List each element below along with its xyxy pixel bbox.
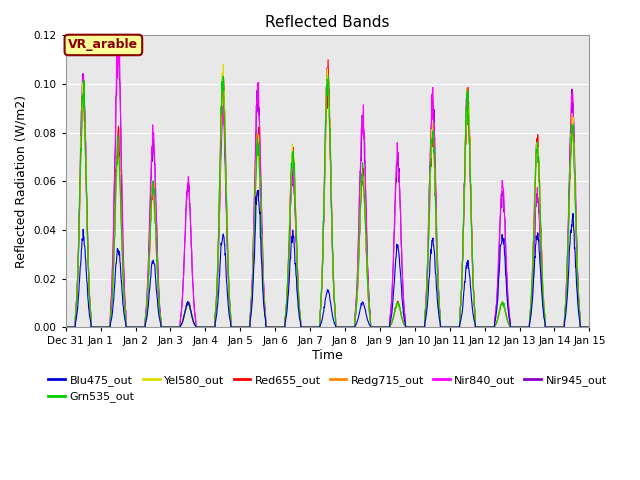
Nir945_out xyxy=(524,324,531,330)
Line: Grn535_out: Grn535_out xyxy=(66,76,589,327)
Nir945_out xyxy=(409,324,417,330)
Nir840_out xyxy=(62,324,70,330)
Grn535_out xyxy=(324,73,332,79)
Y-axis label: Reflected Radiation (W/m2): Reflected Radiation (W/m2) xyxy=(15,95,28,268)
Line: Nir945_out: Nir945_out xyxy=(66,44,589,327)
Grn535_out xyxy=(166,324,173,330)
Line: Yel580_out: Yel580_out xyxy=(66,65,589,327)
Grn535_out xyxy=(237,324,244,330)
Redg715_out xyxy=(237,324,244,330)
Yel580_out xyxy=(409,324,417,330)
Nir840_out xyxy=(524,324,531,330)
Red655_out xyxy=(237,324,244,330)
Grn535_out xyxy=(62,324,70,330)
Blu475_out xyxy=(524,324,531,330)
Nir840_out xyxy=(179,292,186,298)
Red655_out xyxy=(166,324,173,330)
X-axis label: Time: Time xyxy=(312,349,343,362)
Redg715_out xyxy=(586,324,593,330)
Blu475_out xyxy=(179,320,186,325)
Red655_out xyxy=(62,324,70,330)
Redg715_out xyxy=(477,324,485,330)
Nir945_out xyxy=(166,324,173,330)
Grn535_out xyxy=(409,324,417,330)
Blu475_out xyxy=(477,324,485,330)
Text: VR_arable: VR_arable xyxy=(68,38,138,51)
Line: Nir840_out: Nir840_out xyxy=(66,32,589,327)
Redg715_out xyxy=(409,324,417,330)
Yel580_out xyxy=(220,62,227,68)
Redg715_out xyxy=(524,324,531,330)
Grn535_out xyxy=(477,324,485,330)
Yel580_out xyxy=(166,324,173,330)
Nir945_out xyxy=(179,295,186,301)
Redg715_out xyxy=(179,320,186,325)
Yel580_out xyxy=(62,324,70,330)
Blu475_out xyxy=(237,324,244,330)
Nir840_out xyxy=(477,324,485,330)
Nir945_out xyxy=(113,41,121,47)
Nir945_out xyxy=(62,324,70,330)
Yel580_out xyxy=(586,324,593,330)
Grn535_out xyxy=(524,324,531,330)
Redg715_out xyxy=(166,324,173,330)
Yel580_out xyxy=(477,324,485,330)
Redg715_out xyxy=(62,324,70,330)
Yel580_out xyxy=(237,324,245,330)
Nir945_out xyxy=(477,324,485,330)
Red655_out xyxy=(179,320,186,325)
Nir840_out xyxy=(166,324,173,330)
Grn535_out xyxy=(179,320,186,325)
Nir840_out xyxy=(237,324,245,330)
Yel580_out xyxy=(179,320,186,325)
Blu475_out xyxy=(409,324,417,330)
Nir840_out xyxy=(409,324,417,330)
Red655_out xyxy=(409,324,417,330)
Red655_out xyxy=(324,57,332,62)
Yel580_out xyxy=(524,324,531,330)
Nir840_out xyxy=(115,29,122,35)
Nir945_out xyxy=(586,324,593,330)
Line: Blu475_out: Blu475_out xyxy=(66,190,589,327)
Red655_out xyxy=(524,324,531,330)
Title: Reflected Bands: Reflected Bands xyxy=(266,15,390,30)
Legend: Blu475_out, Grn535_out, Yel580_out, Red655_out, Redg715_out, Nir840_out, Nir945_: Blu475_out, Grn535_out, Yel580_out, Red6… xyxy=(44,371,611,407)
Redg715_out xyxy=(323,67,331,73)
Nir945_out xyxy=(237,324,245,330)
Blu475_out xyxy=(586,324,593,330)
Blu475_out xyxy=(166,324,173,330)
Grn535_out xyxy=(586,324,593,330)
Line: Red655_out: Red655_out xyxy=(66,60,589,327)
Red655_out xyxy=(477,324,485,330)
Line: Redg715_out: Redg715_out xyxy=(66,70,589,327)
Blu475_out xyxy=(62,324,70,330)
Blu475_out xyxy=(254,187,262,193)
Red655_out xyxy=(586,324,593,330)
Nir840_out xyxy=(586,324,593,330)
